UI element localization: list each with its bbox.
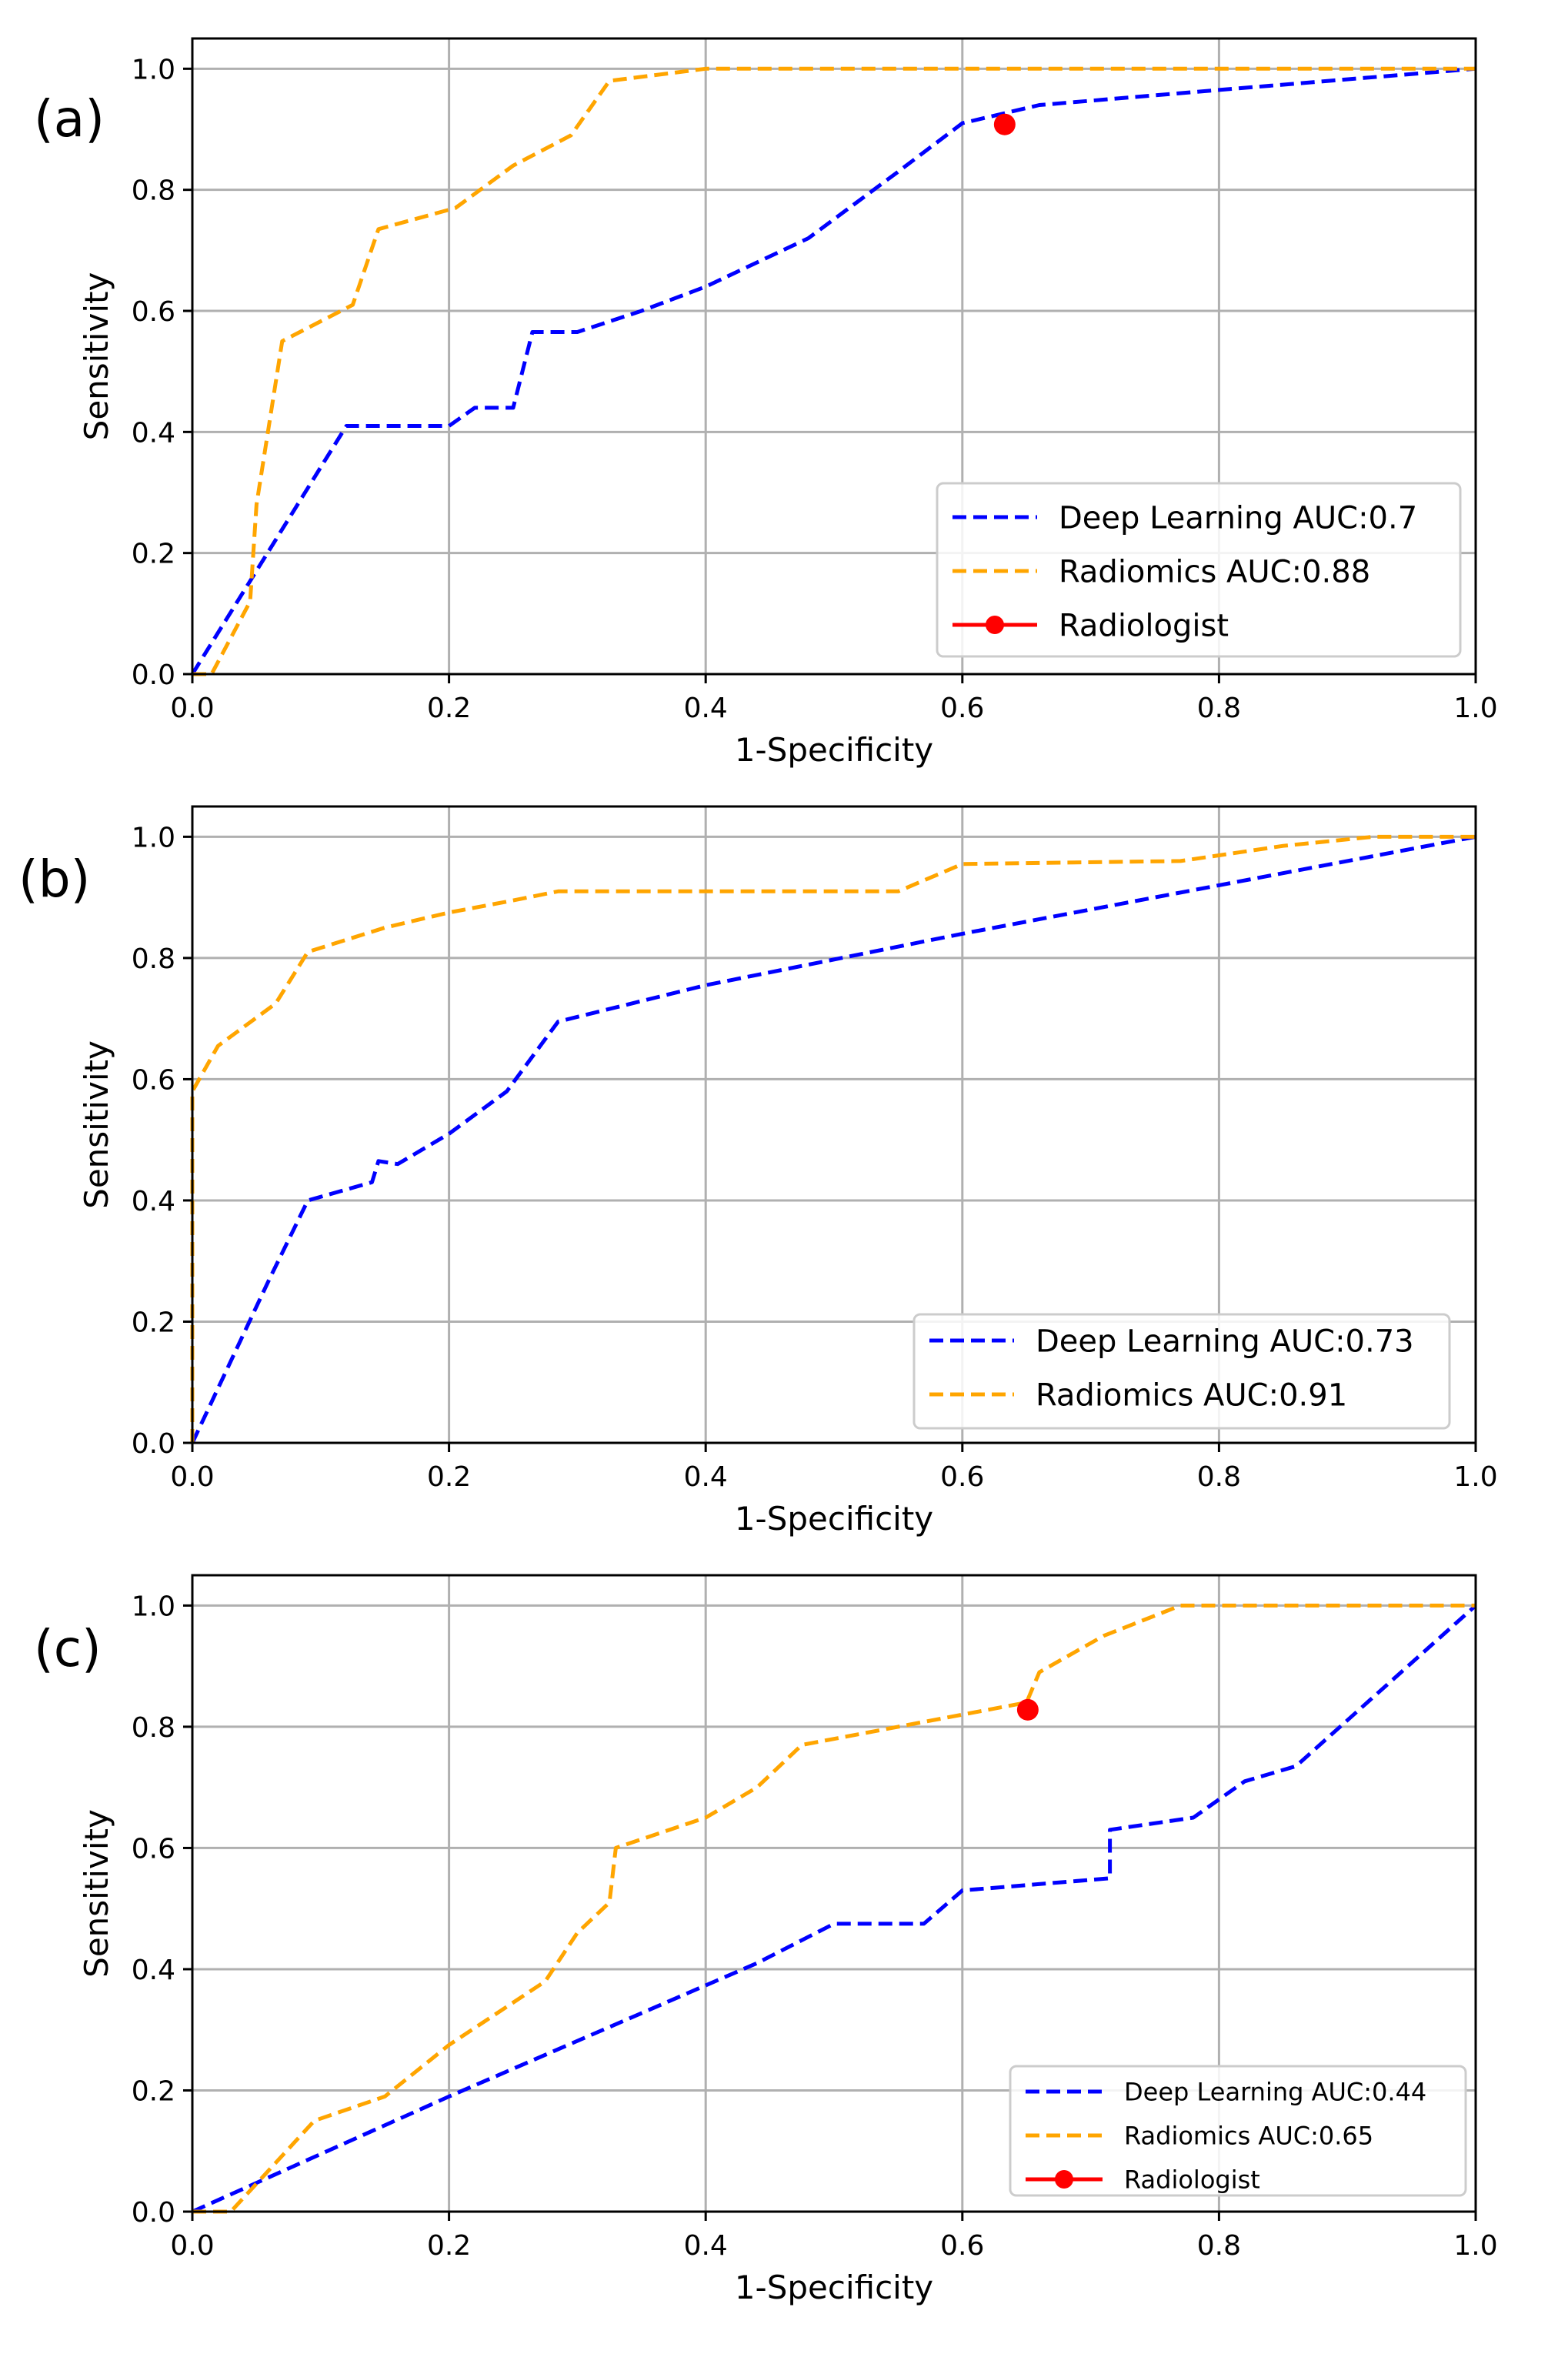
chart-panel-2: 0.0 0.2 0.4 0.6 0.8 1.0 0.0 0.2 0.4 0.6 0.8 1.0 1-Sp… (18, 805, 1498, 1538)
legend-box (1009, 2065, 1467, 2197)
x-tick-label: 1.0 (1453, 693, 1497, 724)
panel-label: (b) (18, 850, 90, 909)
legend-box (936, 482, 1462, 658)
radiomics-curve (190, 834, 1476, 1443)
x-tick-label: 0.6 (940, 1461, 984, 1493)
x-tick-label: 0.4 (684, 693, 728, 724)
y-tick-label: 0.6 (132, 296, 175, 328)
legend-entry: Radiomics AUC:0.65 (1124, 2122, 1373, 2151)
deep-learning-curve (190, 834, 1476, 1444)
y-tick-label: 1.0 (132, 822, 175, 853)
legend-entry: Radiomics AUC:0.88 (1059, 554, 1370, 589)
x-tick-label: 0.0 (170, 693, 214, 724)
y-tick-label: 1.0 (132, 1591, 175, 1622)
x-tick-label: 0.2 (427, 693, 471, 724)
y-tick-label: 0.4 (132, 417, 175, 449)
legend-entry: Deep Learning AUC:0.7 (1059, 500, 1417, 536)
y-axis-label: Sensitivity (78, 272, 115, 441)
y-tick-label: 0.4 (132, 1955, 175, 1986)
y-tick-label: 0.6 (132, 1064, 175, 1096)
x-tick-label: 0.6 (940, 693, 984, 724)
deep-learning-curve (190, 66, 1476, 676)
y-tick-label: 0.8 (132, 175, 175, 207)
chart-panel-3: 0.0 0.2 0.4 0.6 0.8 1.0 0.0 0.2 0.4 0.6 0.8 1.0 1-Sp… (34, 1574, 1498, 2306)
y-tick-label: 1.0 (132, 54, 175, 85)
x-tick-label: 0.2 (427, 1461, 471, 1493)
radiomics-curve (192, 1603, 1476, 2214)
legend: Deep Learning AUC:0.7 Radiomics AUC:0.88 R… (936, 482, 1462, 658)
legend-box (912, 1313, 1451, 1430)
plot-frame (191, 37, 1477, 676)
x-axis-label: 1-Specificity (735, 1500, 933, 1538)
y-tick-label: 0.4 (132, 1186, 175, 1217)
x-tick-label: 0.4 (684, 2230, 728, 2262)
x-tick-label: 0.0 (170, 1461, 214, 1493)
radiologist-point (1016, 1698, 1039, 1721)
deep-learning-curve (191, 1604, 1477, 2214)
x-tick-label: 0.8 (1197, 2230, 1241, 2262)
y-tick-label: 0.2 (132, 1307, 175, 1338)
legend-entry: Radiologist (1124, 2165, 1260, 2195)
y-axis-label: Sensitivity (78, 1040, 115, 1209)
x-tick-label: 0.8 (1197, 1461, 1241, 1493)
legend-entry: Deep Learning AUC:0.44 (1124, 2078, 1426, 2107)
legend-swatch-marker (1055, 2170, 1073, 2189)
legend-swatch-marker (986, 616, 1004, 634)
y-tick-label: 0.8 (132, 1712, 175, 1744)
chart-panel-1: 0.0 0.2 0.4 0.6 0.8 1.0 0.0 0.2 0.4 0.6 0.8 1.0 1-Sp… (34, 37, 1498, 769)
legend: Deep Learning AUC:0.73 Radiomics AUC:0.91 (912, 1313, 1451, 1430)
y-tick-label: 0.2 (132, 2075, 175, 2107)
y-tick-label: 0.0 (132, 659, 175, 691)
legend-entry: Deep Learning AUC:0.73 (1036, 1324, 1414, 1359)
x-tick-label: 0.8 (1197, 693, 1241, 724)
plot-frame (191, 1574, 1477, 2213)
legend-entry: Radiomics AUC:0.91 (1036, 1377, 1347, 1413)
x-axis-label: 1-Specificity (735, 731, 933, 769)
x-tick-label: 1.0 (1453, 1461, 1497, 1493)
radiomics-curve (192, 66, 1476, 676)
y-tick-label: 0.0 (132, 1428, 175, 1460)
x-tick-label: 0.0 (170, 2230, 214, 2262)
y-axis-label: Sensitivity (78, 1809, 115, 1978)
x-tick-label: 0.6 (940, 2230, 984, 2262)
x-tick-label: 1.0 (1453, 2230, 1497, 2262)
x-tick-label: 0.2 (427, 2230, 471, 2262)
legend-entry: Radiologist (1059, 608, 1229, 643)
legend: Deep Learning AUC:0.44 Radiomics AUC:0.65… (1009, 2065, 1467, 2197)
radiologist-point (993, 113, 1016, 135)
y-tick-label: 0.0 (132, 2197, 175, 2229)
y-tick-label: 0.2 (132, 539, 175, 570)
panel-label: (a) (34, 89, 105, 149)
x-axis-label: 1-Specificity (735, 2269, 933, 2306)
plot-frame (191, 805, 1477, 1444)
y-tick-label: 0.8 (132, 943, 175, 975)
x-tick-label: 0.4 (684, 1461, 728, 1493)
y-tick-label: 0.6 (132, 1833, 175, 1865)
panel-label: (c) (34, 1619, 102, 1678)
